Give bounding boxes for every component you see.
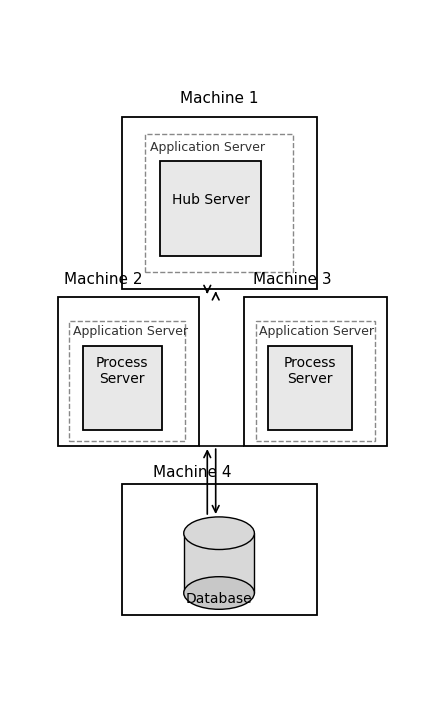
Text: Process
Server: Process Server [284, 357, 336, 386]
Bar [256, 321, 375, 441]
Text: Application Server: Application Server [73, 325, 188, 338]
Bar [122, 484, 317, 615]
Text: Database: Database [186, 592, 253, 606]
Bar [145, 133, 293, 273]
Text: Machine 2: Machine 2 [64, 272, 143, 287]
Bar [160, 161, 261, 256]
Bar [244, 297, 387, 446]
Text: Application Server: Application Server [150, 140, 265, 154]
Bar [122, 117, 317, 289]
Text: Process
Server: Process Server [96, 357, 148, 386]
Text: Machine 3: Machine 3 [253, 272, 331, 287]
Text: Hub Server: Hub Server [172, 193, 250, 207]
Bar [184, 533, 254, 593]
Text: Machine 1: Machine 1 [180, 92, 258, 107]
Bar [69, 321, 185, 441]
Bar [268, 346, 352, 430]
Text: Machine 4: Machine 4 [154, 465, 232, 481]
Text: Application Server: Application Server [260, 325, 375, 338]
Ellipse shape [184, 517, 254, 549]
Bar [58, 297, 199, 446]
Bar [83, 346, 162, 430]
Ellipse shape [184, 577, 254, 609]
